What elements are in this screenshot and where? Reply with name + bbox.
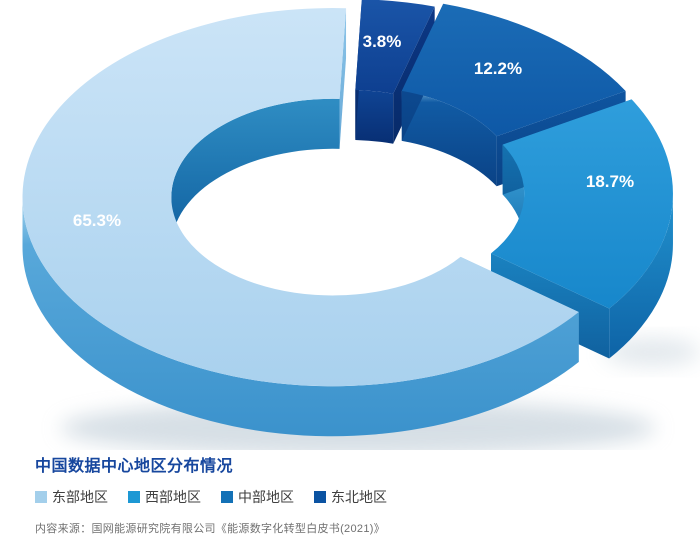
legend-item-中部地区: 中部地区	[221, 487, 294, 507]
slice-top-face	[22, 8, 579, 387]
legend-item-东部地区: 东部地区	[35, 487, 108, 507]
slice-top-face	[490, 99, 673, 309]
slice-outer-wall	[22, 197, 579, 437]
legend-label: 西部地区	[145, 489, 201, 505]
donut-chart: 3.8% 12.2% 18.7% 65.3%	[22, 0, 700, 450]
slice-inner-wall	[355, 89, 394, 144]
legend-label: 东北地区	[331, 489, 387, 505]
chart-legend: 东部地区 西部地区 中部地区 东北地区	[35, 487, 675, 507]
chart-caption: 中国数据中心地区分布情况 东部地区 西部地区 中部地区 东北地区 内容来源：国网能源研…	[35, 452, 675, 536]
legend-swatch	[314, 491, 326, 503]
slice-label: 65.3%	[73, 211, 121, 230]
slice-label: 3.8%	[363, 32, 402, 51]
slice-outer-wall	[609, 193, 673, 359]
legend-label: 中部地区	[238, 489, 294, 505]
slice-inner-wall	[171, 98, 340, 248]
slice-inner-wall	[401, 90, 497, 187]
source-note: 内容来源：国网能源研究院有限公司《能源数字化转型白皮书(2021)》	[35, 523, 385, 535]
slice-top-face	[355, 0, 435, 94]
slice-label: 18.7%	[586, 172, 634, 191]
slice-top-face	[401, 3, 626, 137]
legend-item-东北地区: 东北地区	[314, 487, 387, 507]
legend-item-西部地区: 西部地区	[128, 487, 201, 507]
legend-swatch	[35, 491, 47, 503]
chart-title: 中国数据中心地区分布情况	[35, 458, 234, 475]
slice-东部地区: 65.3%	[22, 8, 579, 437]
legend-swatch	[221, 491, 233, 503]
donut-shadow-right	[604, 338, 700, 366]
legend-label: 东部地区	[52, 489, 108, 505]
slice-cut-face	[339, 8, 347, 149]
legend-swatch	[128, 491, 140, 503]
slice-label: 12.2%	[474, 59, 522, 78]
